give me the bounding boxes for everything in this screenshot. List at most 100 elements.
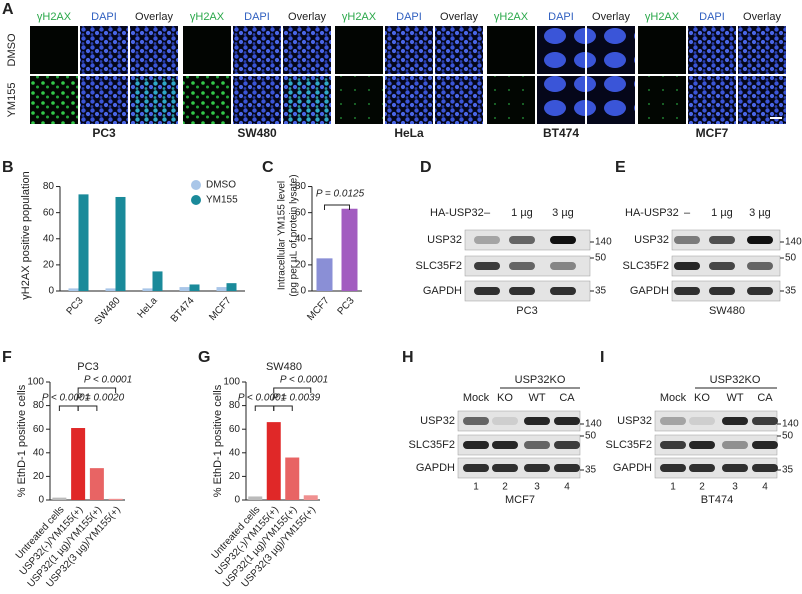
treatment-label: HA-USP32 bbox=[625, 207, 679, 219]
blot-band bbox=[463, 417, 489, 425]
blot-cell-line: PC3 bbox=[516, 305, 537, 317]
lane-label: CA bbox=[559, 392, 575, 404]
blot-band bbox=[554, 464, 580, 472]
bar bbox=[52, 497, 67, 500]
blot-band bbox=[474, 236, 500, 244]
blot-band bbox=[747, 262, 773, 270]
significance-bracket bbox=[77, 405, 98, 411]
lane-label: 3 µg bbox=[749, 207, 771, 219]
blot-row-label: SLC35F2 bbox=[416, 260, 462, 272]
bar bbox=[105, 288, 116, 291]
micrograph bbox=[738, 26, 786, 74]
panel-letter: G bbox=[198, 349, 210, 366]
row-label: DMSO bbox=[6, 33, 18, 66]
y-tick-label: 0 bbox=[234, 495, 240, 506]
micrograph bbox=[487, 26, 535, 74]
micrograph bbox=[537, 26, 585, 74]
y-tick-label: 40 bbox=[295, 233, 307, 244]
marker-label: 35 bbox=[595, 286, 607, 297]
blot-row-label: USP32 bbox=[617, 415, 652, 427]
micrograph bbox=[233, 26, 281, 74]
blot-row-label: SLC35F2 bbox=[606, 439, 652, 451]
y-tick-label: 60 bbox=[229, 424, 241, 435]
significance-bracket bbox=[77, 387, 117, 393]
micrograph bbox=[587, 76, 635, 124]
lane-number: 2 bbox=[699, 482, 705, 493]
lane-label: WT bbox=[528, 392, 545, 404]
blot-band bbox=[689, 417, 715, 425]
marker-label: 140 bbox=[782, 419, 799, 430]
channel-label: γH2AX bbox=[37, 11, 72, 23]
blot-band bbox=[709, 236, 735, 244]
blot-band bbox=[492, 464, 518, 472]
lane-label: 1 µg bbox=[511, 207, 533, 219]
micrograph bbox=[638, 76, 686, 124]
blot-row-label: USP32 bbox=[634, 234, 669, 246]
panel-letter: B bbox=[2, 159, 14, 176]
y-axis-label: Intracellular YM155 level bbox=[277, 181, 288, 290]
channel-label: Overlay bbox=[592, 11, 630, 23]
lane-label: 1 µg bbox=[711, 207, 733, 219]
micrograph bbox=[183, 26, 231, 74]
legend-label: YM155 bbox=[206, 195, 238, 206]
micrograph bbox=[30, 76, 78, 124]
significance-bracket bbox=[273, 387, 312, 393]
legend-label: DMSO bbox=[206, 180, 236, 191]
channel-label: Overlay bbox=[743, 11, 781, 23]
bar bbox=[89, 468, 104, 500]
treatment-label: HA-USP32 bbox=[430, 207, 484, 219]
blot-band bbox=[550, 236, 576, 244]
lane-label: Mock bbox=[660, 392, 687, 404]
lane-label: – bbox=[684, 207, 691, 219]
blot-band bbox=[474, 262, 500, 270]
panel-letter: E bbox=[615, 159, 626, 176]
marker-label: 50 bbox=[785, 253, 797, 264]
blot-band bbox=[709, 287, 735, 295]
micrograph bbox=[688, 76, 736, 124]
blot-band bbox=[689, 464, 715, 472]
marker-label: 50 bbox=[782, 431, 794, 442]
y-tick-label: 20 bbox=[43, 260, 55, 271]
micrograph bbox=[130, 76, 178, 124]
micrograph bbox=[183, 76, 231, 124]
y-axis-label: γH2AX positive population bbox=[20, 171, 32, 299]
micrograph bbox=[638, 26, 686, 74]
x-tick-label: MCF7 bbox=[305, 295, 332, 323]
p-value: P < 0.0001 bbox=[280, 375, 328, 386]
blot-row-label: USP32 bbox=[420, 415, 455, 427]
bar bbox=[216, 287, 227, 291]
blot-band bbox=[474, 287, 500, 295]
group-label: USP32KO bbox=[515, 374, 566, 386]
y-tick-label: 80 bbox=[33, 400, 45, 411]
y-tick-label: 20 bbox=[229, 471, 241, 482]
blot-row-label: USP32 bbox=[427, 234, 462, 246]
chart-title: PC3 bbox=[77, 361, 98, 373]
y-tick-label: 40 bbox=[33, 447, 45, 458]
blot-band bbox=[492, 441, 518, 449]
bar bbox=[68, 288, 79, 291]
blot-row-label: GAPDH bbox=[613, 462, 652, 474]
blot-band bbox=[674, 287, 700, 295]
bar bbox=[248, 496, 263, 500]
lane-number: 2 bbox=[502, 482, 508, 493]
channel-label: γH2AX bbox=[645, 11, 680, 23]
micrograph bbox=[435, 26, 483, 74]
lane-label: – bbox=[484, 207, 491, 219]
p-value: P < 0.0001 bbox=[84, 375, 132, 386]
channel-label: γH2AX bbox=[494, 11, 529, 23]
blot-band bbox=[674, 262, 700, 270]
p-value: P = 0.0020 bbox=[76, 393, 125, 404]
blot-row-label: GAPDH bbox=[416, 462, 455, 474]
row-label: YM155 bbox=[6, 83, 18, 118]
blot-band bbox=[509, 262, 535, 270]
significance-bracket bbox=[58, 405, 79, 411]
blot-band bbox=[660, 441, 686, 449]
blot-band bbox=[524, 441, 550, 449]
blot-band bbox=[747, 236, 773, 244]
blot-band bbox=[752, 417, 778, 425]
y-axis-label: (pg per µL of protein lysate) bbox=[289, 174, 300, 296]
blot-band bbox=[550, 262, 576, 270]
micrograph bbox=[80, 26, 128, 74]
bar bbox=[71, 428, 86, 500]
